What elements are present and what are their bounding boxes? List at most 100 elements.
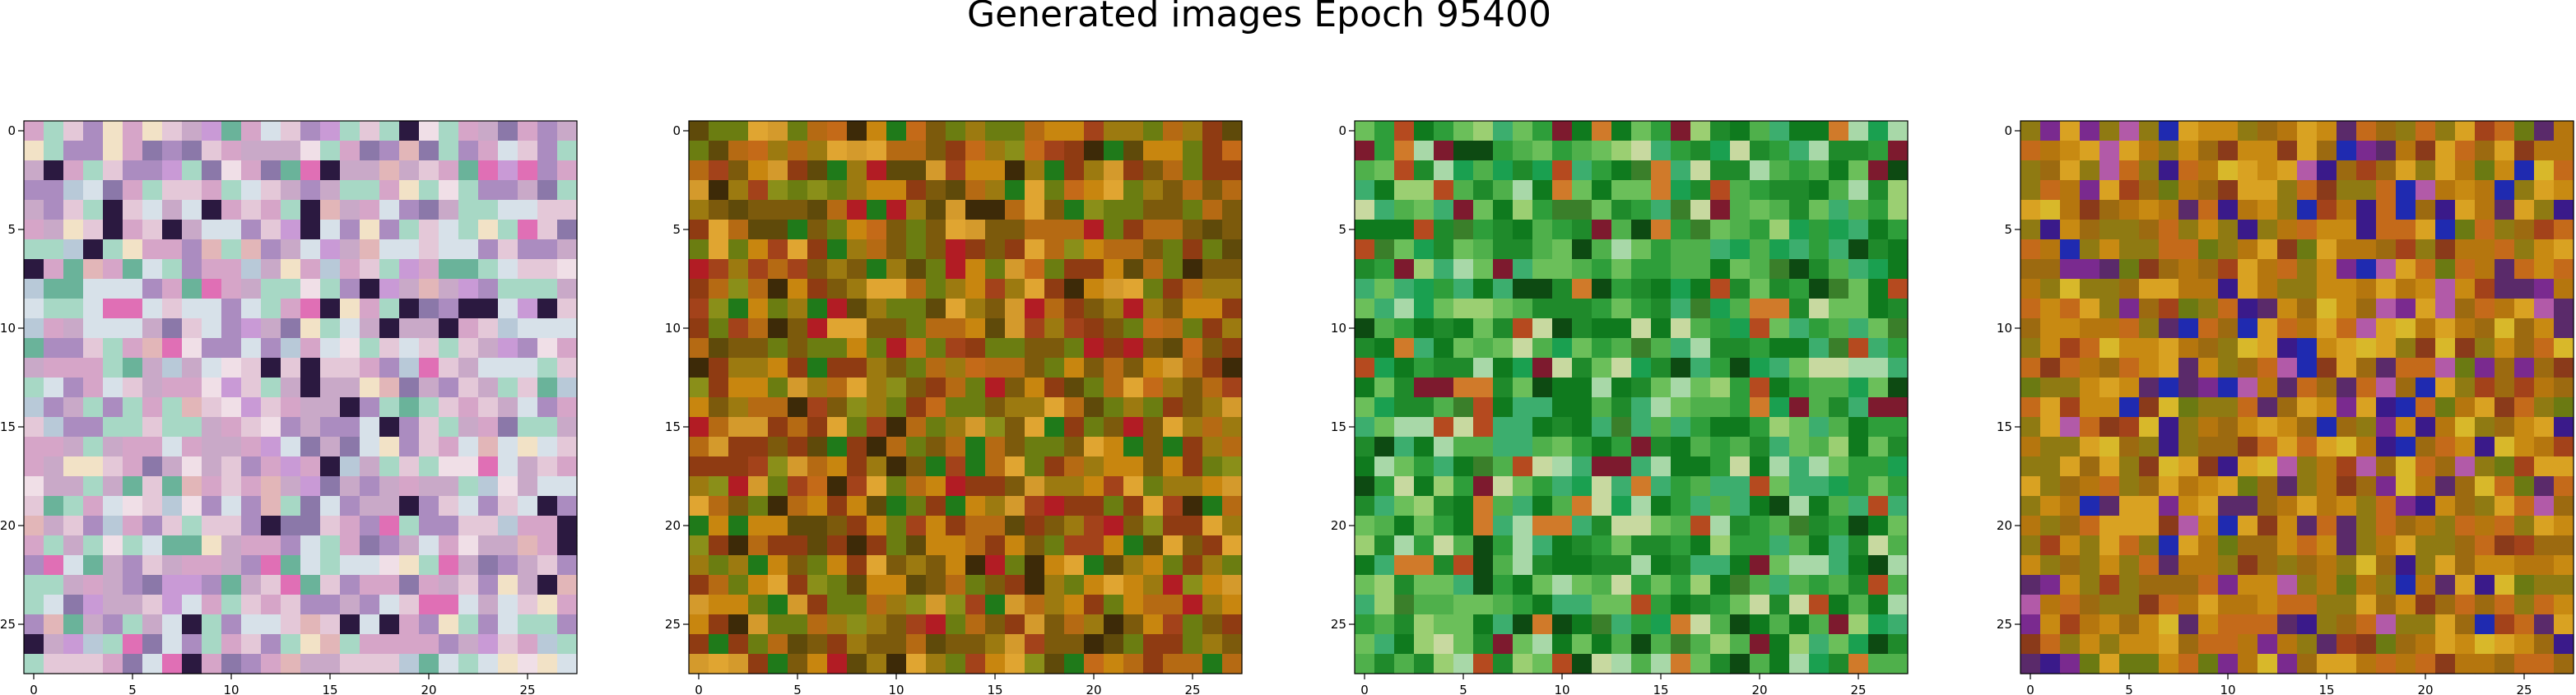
pixel-cell <box>1631 200 1652 220</box>
pixel-cell <box>1005 555 1025 576</box>
pixel-cell <box>2020 555 2041 576</box>
pixel-cell <box>1750 239 1770 260</box>
pixel-cell <box>1848 496 1869 517</box>
pixel-cell <box>142 654 163 674</box>
pixel-cell <box>2554 141 2574 161</box>
pixel-cell <box>1025 595 1045 615</box>
pixel-cell <box>1104 200 1124 220</box>
pixel-cell <box>1104 299 1124 319</box>
pixel-cell <box>1611 555 1632 576</box>
pixel-cell <box>2099 516 2120 536</box>
pixel-cell <box>1552 496 1573 517</box>
pixel-cell <box>2139 437 2160 457</box>
pixel-cell <box>2020 417 2041 438</box>
pixel-cell <box>162 496 183 517</box>
pixel-cell <box>2040 516 2061 536</box>
pixel-cell <box>2178 654 2199 674</box>
pixel-cell <box>1730 417 1751 438</box>
pixel-cell <box>2455 378 2476 398</box>
pixel-cell <box>2257 121 2278 141</box>
pixel-cell <box>221 614 242 635</box>
pixel-cell <box>44 476 64 497</box>
pixel-cell <box>1671 654 1691 674</box>
pixel-cell <box>1044 299 1065 319</box>
pixel-cell <box>2317 338 2337 359</box>
pixel-cell <box>1552 634 1573 655</box>
pixel-cell <box>2416 279 2436 299</box>
pixel-cell <box>1434 614 1454 635</box>
pixel-cell <box>1611 496 1632 517</box>
pixel-cell <box>182 121 202 141</box>
pixel-cell <box>142 417 163 438</box>
pixel-cell <box>1572 318 1593 339</box>
pixel-cell <box>1025 417 1045 438</box>
pixel-cell <box>1730 437 1751 457</box>
pixel-cell <box>728 595 749 615</box>
pixel-cell <box>2416 417 2436 438</box>
pixel-cell <box>2376 614 2397 635</box>
pixel-cell <box>2218 338 2239 359</box>
pixel-cell <box>142 200 163 220</box>
pixel-cell <box>2238 417 2258 438</box>
pixel-cell <box>1631 299 1652 319</box>
pixel-cell <box>1355 575 1375 595</box>
pixel-cell <box>1005 378 1025 398</box>
pixel-cell <box>557 456 578 477</box>
pixel-cell <box>123 456 143 477</box>
pixel-cell <box>1631 437 1652 457</box>
pixel-cell <box>63 239 84 260</box>
pixel-cell <box>162 417 183 438</box>
pixel-cell <box>340 555 360 576</box>
pixel-cell <box>103 516 123 536</box>
pixel-cell <box>1394 437 1415 457</box>
x-tick-label: 0 <box>695 683 703 695</box>
pixel-cell <box>182 654 202 674</box>
pixel-cell <box>847 614 867 635</box>
pixel-cell <box>1183 121 1203 141</box>
pixel-cell <box>709 397 729 418</box>
pixel-cell <box>1473 338 1494 359</box>
pixel-cell <box>1453 338 1474 359</box>
pixel-cell <box>340 614 360 635</box>
pixel-cell <box>748 121 769 141</box>
pixel-cell <box>1044 160 1065 181</box>
pixel-cell <box>2238 476 2258 497</box>
pixel-cell <box>985 259 1006 280</box>
pixel-cell <box>2218 476 2239 497</box>
pixel-cell <box>261 200 281 220</box>
pixel-cell <box>2435 437 2456 457</box>
pixel-cell <box>2396 555 2416 576</box>
pixel-cell <box>202 634 222 655</box>
pixel-cell <box>281 121 301 141</box>
pixel-cell <box>1453 437 1474 457</box>
pixel-cell <box>1513 121 1533 141</box>
pixel-cell <box>1888 456 1909 477</box>
pixel-cell <box>1552 535 1573 556</box>
pixel-cell <box>1473 279 1494 299</box>
pixel-cell <box>103 358 123 378</box>
pixel-cell <box>1631 141 1652 161</box>
pixel-cell <box>1710 121 1731 141</box>
pixel-cell <box>83 555 104 576</box>
pixel-cell <box>1064 239 1085 260</box>
pixel-cell <box>827 614 848 635</box>
pixel-cell <box>399 535 420 556</box>
pixel-cell <box>63 496 84 517</box>
pixel-cell <box>2020 634 2041 655</box>
pixel-cell <box>379 654 400 674</box>
pixel-cell <box>1143 299 1164 319</box>
pixel-cell <box>1532 496 1553 517</box>
pixel-cell <box>2040 318 2061 339</box>
pixel-cell <box>1532 437 1553 457</box>
pixel-cell <box>2198 279 2219 299</box>
pixel-cell <box>458 141 479 161</box>
pixel-cell <box>2514 417 2535 438</box>
pixel-cell <box>281 378 301 398</box>
pixel-cell <box>867 516 887 536</box>
pixel-cell <box>1710 180 1731 201</box>
pixel-cell <box>1434 634 1454 655</box>
pixel-cell <box>1044 555 1065 576</box>
pixel-cell <box>1183 239 1203 260</box>
pixel-cell <box>1044 180 1065 201</box>
